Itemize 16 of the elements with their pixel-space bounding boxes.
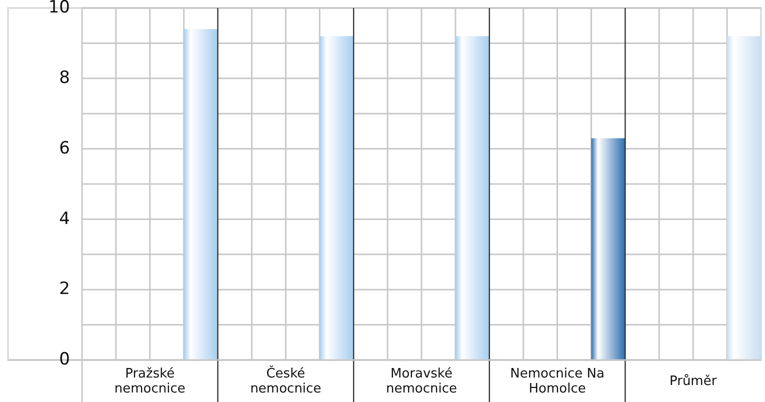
y-tick-label: 2	[59, 279, 70, 300]
x-tick-label: Pražské nemocnice	[114, 366, 186, 396]
bar	[727, 36, 761, 360]
y-tick-label: 8	[59, 68, 70, 88]
y-tick-label: 6	[59, 138, 70, 158]
bar	[455, 36, 490, 360]
y-tick-label: 10	[48, 0, 70, 18]
x-tick-label: Moravské nemocnice	[386, 366, 457, 396]
bar	[320, 36, 354, 360]
y-tick-label: 4	[59, 208, 70, 229]
x-tick-label: České nemocnice	[250, 364, 322, 396]
x-tick-label: Průměr	[670, 372, 718, 389]
y-tick-label: 0	[59, 350, 70, 370]
bar	[184, 29, 218, 360]
bar	[591, 138, 626, 360]
x-tick-label: Nemocnice Na Homolce	[510, 366, 604, 396]
